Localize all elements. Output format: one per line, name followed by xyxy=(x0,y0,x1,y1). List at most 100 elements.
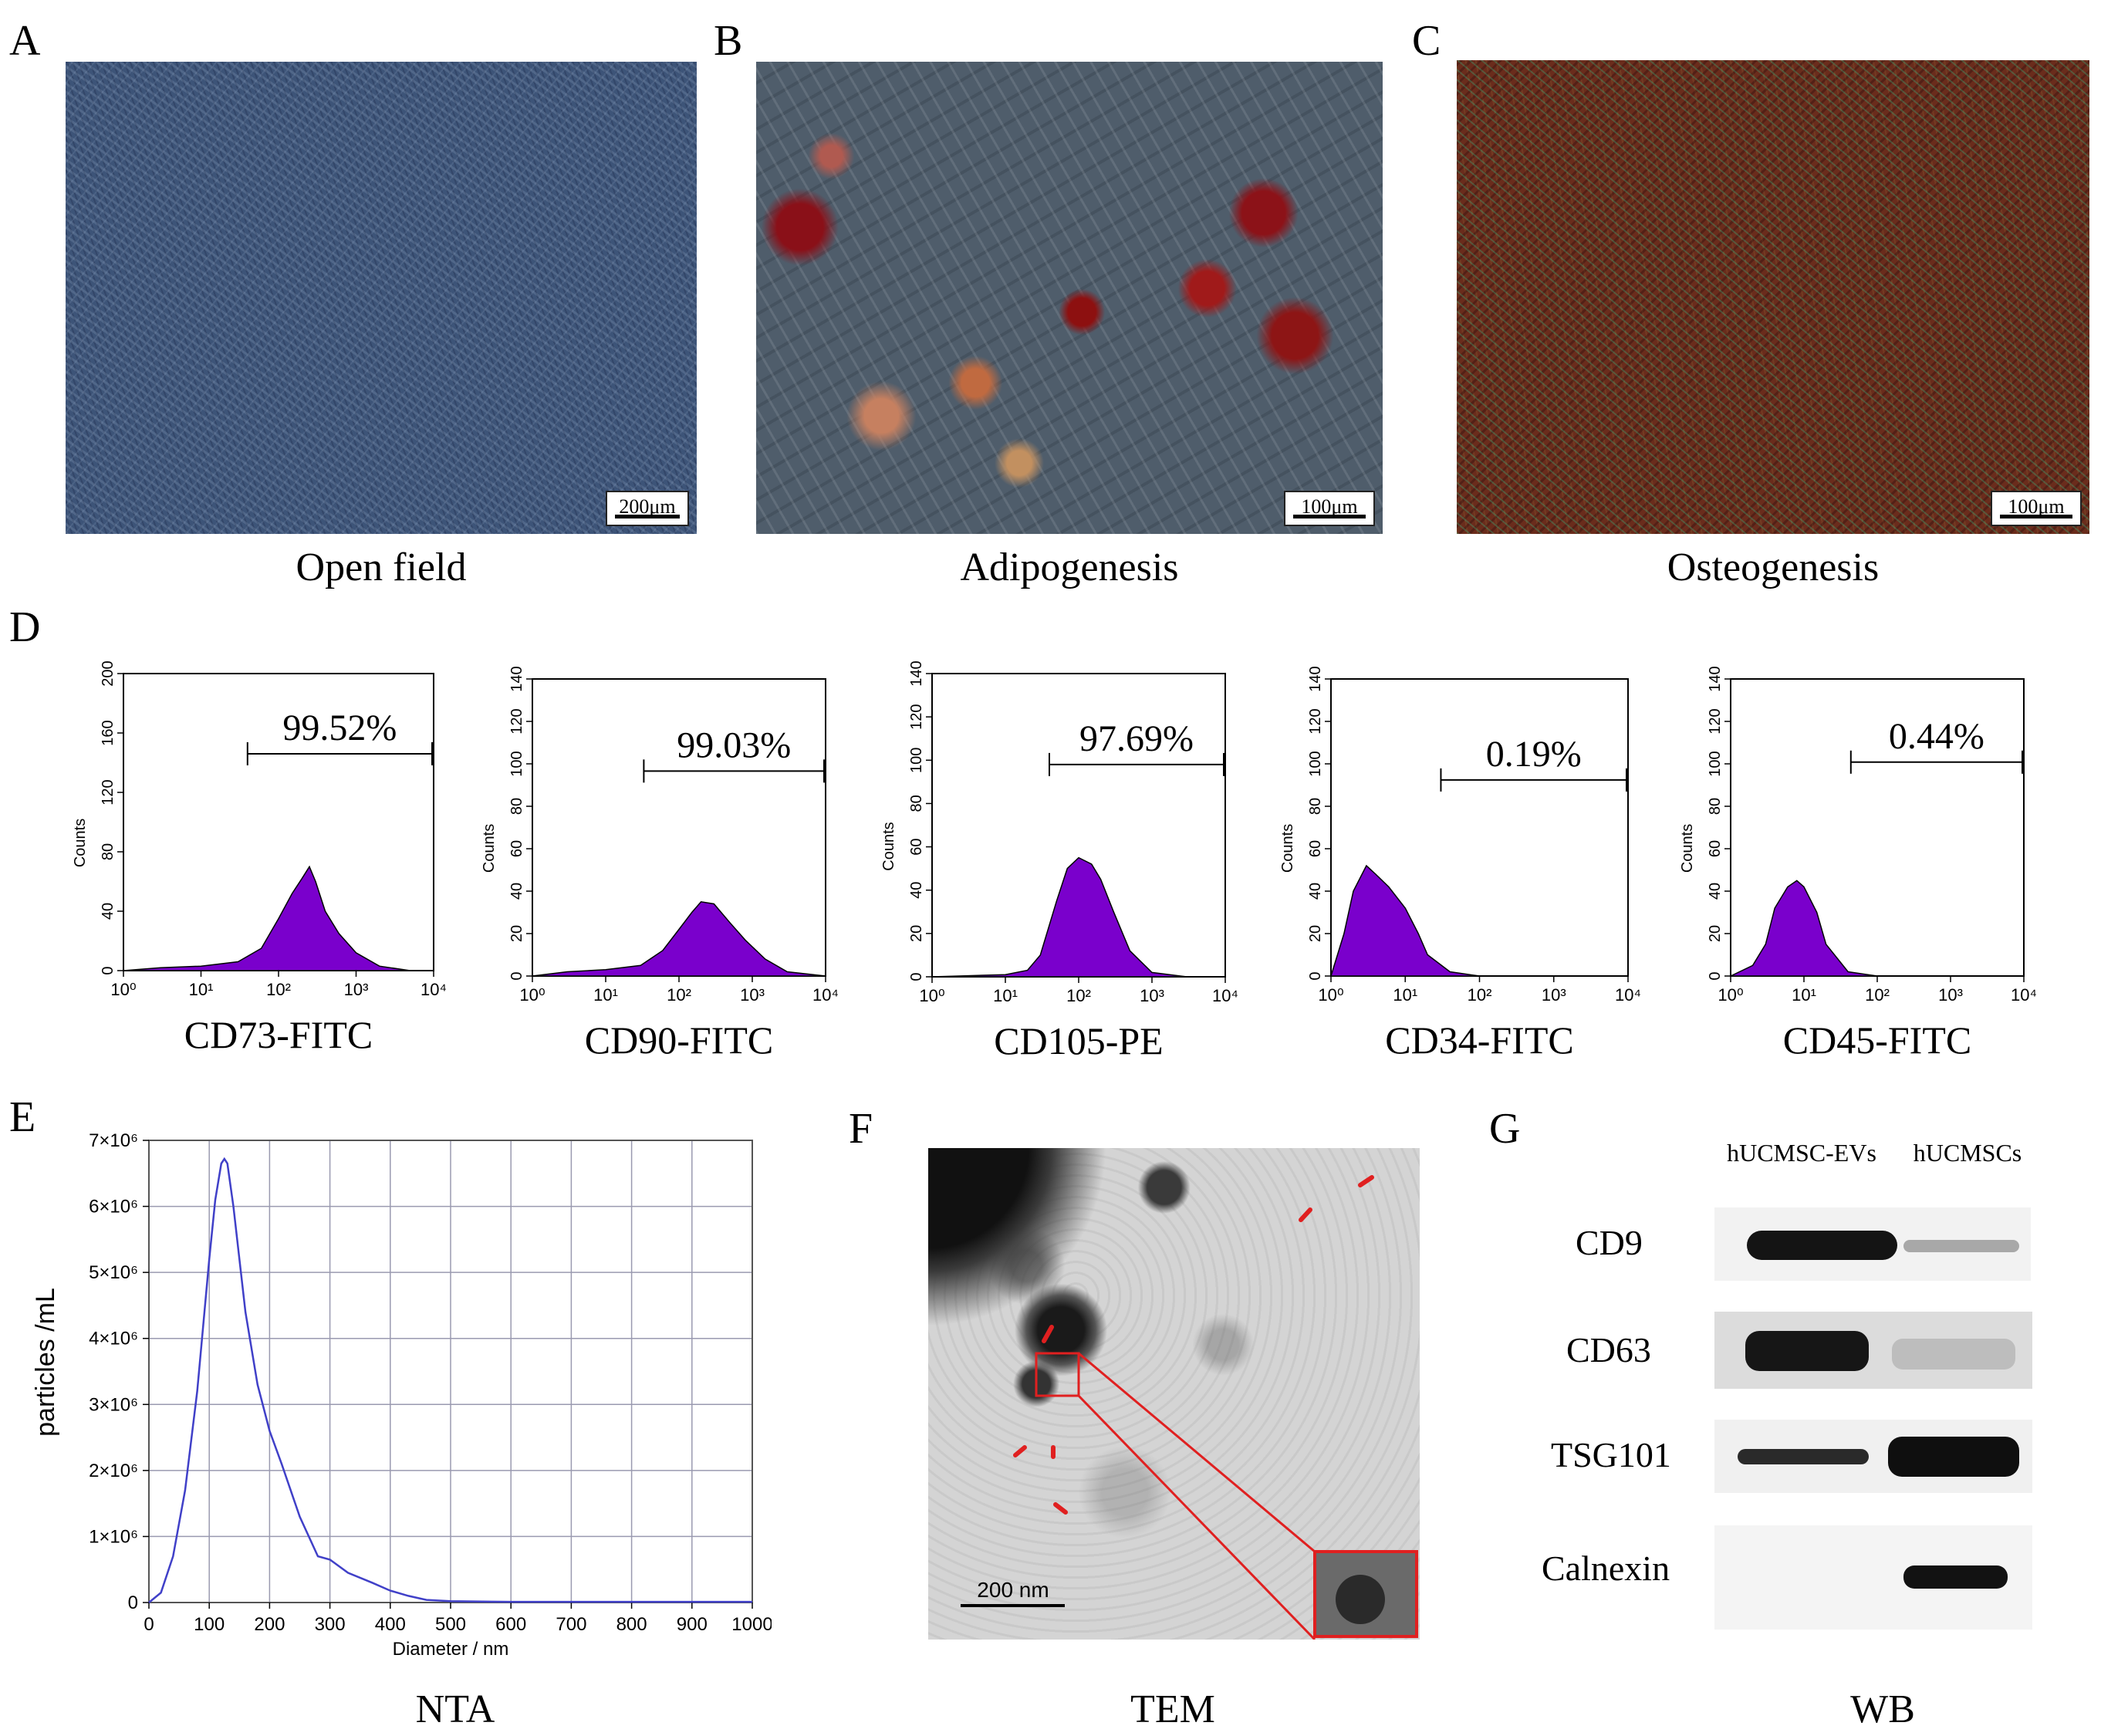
flow-xtick-label: 10¹ xyxy=(1393,985,1417,1005)
flow-marker-label: CD45-FITC xyxy=(1783,1018,1971,1062)
nta-ylabel: particles /mL xyxy=(31,1288,60,1437)
flow-ylabel: Counts xyxy=(1279,824,1296,873)
flow-gate-percent: 99.52% xyxy=(282,708,397,748)
flow-xtick-label: 10³ xyxy=(1542,985,1566,1005)
flow-xtick-label: 10¹ xyxy=(993,986,1018,1005)
flow-xtick-label: 10⁴ xyxy=(1615,985,1641,1005)
nta-xtick-label: 200 xyxy=(254,1614,285,1635)
flow-xtick-label: 10⁰ xyxy=(110,980,136,999)
micrograph-adipogenesis: 100μm xyxy=(756,62,1383,534)
panel-letter-b: B xyxy=(714,17,743,65)
flow-ytick-label: 40 xyxy=(1707,883,1724,900)
flow-histogram xyxy=(123,865,434,971)
nta-xtick-label: 700 xyxy=(556,1614,586,1635)
flow-xtick-label: 10² xyxy=(266,980,291,999)
flow-panel-0: 0 40 80 120 160 200 Counts 10⁰ 10¹ 10² 10³ 10⁴ 99.52… xyxy=(72,660,447,1056)
flow-ytick-label: 40 xyxy=(508,883,525,900)
flow-xtick-label: 10⁴ xyxy=(1212,986,1238,1005)
flow-xtick-label: 10⁰ xyxy=(919,986,944,1005)
flow-ylabel: Counts xyxy=(72,819,89,867)
flow-panel-4: 0 20 40 60 80 100 120 140 Counts 10⁰ 10¹ 10² 10³ 10⁴ 0… xyxy=(1679,666,2037,1062)
flow-ytick-label: 40 xyxy=(100,903,117,920)
flow-xtick-label: 10² xyxy=(1066,986,1091,1005)
band-cd63-cells xyxy=(1892,1339,2015,1370)
wb-row-label-calnexin: Calnexin xyxy=(1542,1549,1670,1588)
flow-marker-label: CD105-PE xyxy=(994,1019,1163,1062)
nta-xtick-label: 800 xyxy=(616,1614,647,1635)
nta-xtick-label: 100 xyxy=(194,1614,225,1635)
arrow-4 xyxy=(1013,1445,1027,1457)
flow-ytick-label: 100 xyxy=(1707,751,1724,776)
flow-histogram xyxy=(532,900,826,977)
arrow-2 xyxy=(1299,1207,1312,1222)
wb-blot-cd9 xyxy=(1714,1207,2031,1281)
wb-row-label-cd63: CD63 xyxy=(1566,1330,1651,1370)
wb-row-label-tsg101: TSG101 xyxy=(1551,1435,1671,1474)
flow-xtick-label: 10¹ xyxy=(593,985,618,1005)
panel-letter-e: E xyxy=(9,1093,36,1141)
arrow-1 xyxy=(1358,1175,1374,1187)
flow-ytick-label: 0 xyxy=(1307,971,1324,980)
nta-ytick-label: 7×10⁶ xyxy=(89,1130,138,1151)
micrograph-open-field: 200μm xyxy=(66,62,697,534)
flow-ytick-label: 160 xyxy=(100,720,117,745)
nta-ytick-label: 3×10⁶ xyxy=(89,1394,138,1415)
flow-ylabel: Counts xyxy=(481,824,498,873)
flow-gate-percent: 97.69% xyxy=(1079,718,1194,759)
flow-ytick-label: 40 xyxy=(1307,883,1324,900)
flow-ytick-label: 120 xyxy=(1307,708,1324,734)
nta-ytick-label: 0 xyxy=(128,1592,138,1613)
flow-histogram xyxy=(931,856,1225,978)
flow-ylabel: Counts xyxy=(1679,824,1696,873)
nta-xtick-label: 1000 xyxy=(731,1614,772,1635)
flow-ytick-label: 100 xyxy=(1307,751,1324,776)
arrow-6 xyxy=(1053,1502,1068,1515)
caption-wb: WB xyxy=(1850,1687,1915,1731)
nta-xtick-label: 900 xyxy=(677,1614,708,1635)
band-tsg101-cells xyxy=(1888,1437,2019,1477)
nta-xtick-label: 400 xyxy=(375,1614,406,1635)
flow-gate-percent: 0.44% xyxy=(1889,716,1984,757)
nta-xtick-label: 0 xyxy=(144,1614,154,1635)
caption-nta: NTA xyxy=(415,1687,495,1731)
flow-ytick-label: 120 xyxy=(1707,708,1724,734)
flow-ytick-label: 120 xyxy=(508,708,525,734)
arrow-3 xyxy=(1042,1325,1054,1343)
caption-tem: TEM xyxy=(1130,1687,1215,1731)
flow-marker-label: CD73-FITC xyxy=(184,1013,373,1056)
flow-ytick-label: 0 xyxy=(100,966,117,974)
flow-xtick-label: 10⁴ xyxy=(812,985,839,1005)
flow-ytick-label: 200 xyxy=(100,660,117,686)
flow-xtick-label: 10³ xyxy=(1938,985,1963,1005)
flow-ytick-label: 80 xyxy=(100,843,117,860)
tem-scale-label: 200 nm xyxy=(977,1578,1049,1602)
flow-ytick-label: 20 xyxy=(1707,925,1724,942)
flow-panel-1: 0 20 40 60 80 100 120 140 Counts 10⁰ 10¹ 10² 10³ 10⁴ 9… xyxy=(481,666,839,1062)
flow-ytick-label: 20 xyxy=(908,925,925,942)
flow-marker-label: CD90-FITC xyxy=(585,1018,773,1062)
flow-ytick-label: 60 xyxy=(508,840,525,857)
nta-xtick-label: 600 xyxy=(495,1614,526,1635)
flow-ytick-label: 120 xyxy=(908,704,925,729)
flow-xtick-label: 10³ xyxy=(1140,986,1164,1005)
nta-xtick-label: 300 xyxy=(315,1614,346,1635)
nta-ytick-label: 4×10⁶ xyxy=(89,1329,138,1349)
flow-ytick-label: 80 xyxy=(508,798,525,815)
nta-xtick-label: 500 xyxy=(435,1614,466,1635)
flow-xtick-label: 10⁰ xyxy=(1318,985,1343,1005)
nta-ytick-label: 2×10⁶ xyxy=(89,1461,138,1481)
wb-col-label-evs: hUCMSC-EVs xyxy=(1727,1139,1876,1167)
flow-ytick-label: 140 xyxy=(1707,666,1724,691)
flow-xtick-label: 10¹ xyxy=(189,980,214,999)
scale-bar-a: 200μm xyxy=(606,491,689,526)
flow-panel-3: 0 20 40 60 80 100 120 140 Counts 10⁰ 10¹ 10² 10³ 10⁴ 0… xyxy=(1279,666,1641,1062)
tem-zoom-line-1 xyxy=(1078,1352,1316,1553)
caption-open-field: Open field xyxy=(296,545,467,589)
flow-panel-2: 0 20 40 60 80 100 120 140 Counts 10⁰ 10¹ 10² 10³ 10⁴ 9… xyxy=(880,660,1238,1062)
panel-letter-a: A xyxy=(9,17,41,65)
band-cd9-cells xyxy=(1903,1240,2019,1252)
band-cd63-evs xyxy=(1745,1331,1869,1371)
band-tsg101-evs xyxy=(1738,1449,1869,1464)
flow-ytick-label: 40 xyxy=(908,882,925,899)
flow-xtick-label: 10⁴ xyxy=(421,980,447,999)
